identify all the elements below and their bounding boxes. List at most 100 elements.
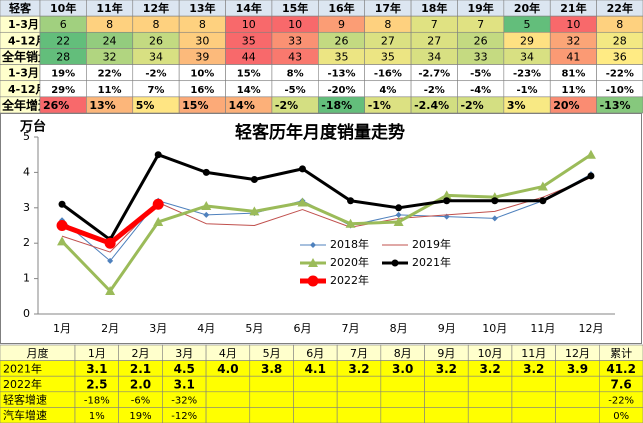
cell-text: 0% — [613, 411, 629, 422]
data-point — [298, 165, 306, 173]
cell-text: 3.2 — [348, 362, 369, 376]
cell-text: -22% — [606, 69, 634, 80]
cell-text: 35 — [381, 51, 395, 64]
cell-text: 15% — [182, 99, 208, 112]
cell-text: 4% — [379, 85, 396, 96]
data-point — [249, 206, 260, 216]
cell-text: 10 — [242, 18, 256, 31]
header-text: 21年 — [560, 1, 586, 15]
cell-text: 3% — [507, 99, 526, 112]
cell-text: 3.1 — [86, 362, 107, 376]
cell-text: -13% — [327, 69, 355, 80]
cell-text: -12% — [171, 411, 197, 422]
cell-text: 2.1 — [130, 362, 151, 376]
data-point — [203, 211, 210, 218]
cell-text: 36 — [613, 51, 627, 64]
data-cell — [424, 391, 469, 408]
header-text: 4月 — [219, 347, 237, 360]
cell-text: 27 — [381, 34, 395, 47]
cell-text: 41.2 — [606, 362, 636, 376]
cell-text: -18% — [84, 396, 110, 407]
cell-text: 14% — [229, 99, 255, 112]
header-text: 月度 — [27, 346, 49, 360]
data-cell — [249, 391, 294, 408]
cell-text: 20% — [553, 99, 579, 112]
header-text: 1月 — [88, 347, 106, 360]
cell-text: 14% — [237, 85, 261, 96]
cell-text: -10% — [606, 85, 634, 96]
cell-text: 8 — [384, 18, 391, 31]
row-label: 全年增速 — [1, 97, 50, 112]
data-cell — [424, 375, 469, 393]
cell-text: -2% — [275, 99, 298, 112]
data-cell — [467, 407, 513, 423]
cell-text: 4.5 — [174, 362, 195, 376]
cell-text: 26 — [474, 34, 488, 47]
data-point — [345, 218, 356, 228]
data-point — [491, 215, 498, 222]
cell-text: 4.1 — [305, 362, 326, 376]
cell-text: 34 — [520, 51, 534, 64]
header-text: 15年 — [282, 1, 308, 15]
data-cell — [555, 407, 600, 423]
cell-text: -20% — [327, 85, 355, 96]
legend-label: 2022年 — [330, 273, 369, 287]
cell-text: 7% — [147, 85, 164, 96]
y-axis-label: 万台 — [19, 119, 46, 135]
row-label: 全年销量 — [1, 49, 50, 64]
series-line — [60, 153, 592, 293]
header-text: 累计 — [610, 347, 632, 360]
data-cell — [511, 407, 556, 423]
cell-text: -2.4% — [414, 99, 449, 112]
data-cell — [293, 391, 338, 408]
cell-text: 1% — [89, 411, 105, 422]
x-tick-label: 6月 — [293, 322, 311, 335]
cell-text: 41 — [566, 51, 580, 64]
cell-text: 32 — [103, 51, 117, 64]
cell-text: -16% — [374, 69, 402, 80]
cell-text: 28 — [56, 51, 70, 64]
cell-text: -23% — [513, 69, 541, 80]
header-text: 6月 — [306, 347, 324, 360]
cell-text: 35 — [242, 34, 256, 47]
cell-text: 5 — [524, 18, 531, 31]
data-point — [202, 168, 210, 176]
header-text: 10年 — [50, 1, 76, 15]
header-text: 11月 — [521, 347, 546, 360]
row-label: 轻客增速 — [3, 393, 47, 407]
cell-text: 26 — [149, 34, 163, 47]
header-text: 17年 — [375, 1, 401, 15]
header-text: 7月 — [350, 347, 368, 360]
cell-text: 34 — [149, 51, 163, 64]
cell-text: -2% — [460, 99, 483, 112]
cell-text: 26% — [43, 99, 69, 112]
cell-text: 3.8 — [261, 362, 282, 376]
data-point — [537, 181, 548, 191]
cell-text: -4% — [470, 85, 491, 96]
header-text: 3月 — [175, 347, 193, 360]
y-tick-label: 1 — [23, 272, 30, 285]
data-cell — [249, 375, 294, 393]
data-point — [441, 190, 452, 200]
cell-text: 33 — [288, 34, 302, 47]
cell-text: 27 — [427, 34, 441, 47]
data-point — [395, 204, 403, 212]
cell-text: 9 — [338, 18, 345, 31]
x-tick-label: 4月 — [197, 322, 215, 335]
legend-label: 2020年 — [330, 255, 369, 269]
cell-text: -32% — [171, 396, 197, 407]
legend-marker — [307, 275, 319, 287]
cell-text: 33 — [474, 51, 488, 64]
cell-text: -6% — [131, 396, 150, 407]
data-cell — [380, 391, 425, 408]
data-cell — [555, 375, 600, 393]
cell-text: 22 — [56, 34, 70, 47]
cell-text: -2% — [145, 69, 166, 80]
cell-text: 11% — [561, 85, 585, 96]
data-cell — [205, 407, 251, 423]
series-line — [61, 153, 592, 242]
cell-text: 3.1 — [174, 378, 195, 392]
data-point — [585, 149, 596, 159]
data-cell — [249, 407, 294, 423]
